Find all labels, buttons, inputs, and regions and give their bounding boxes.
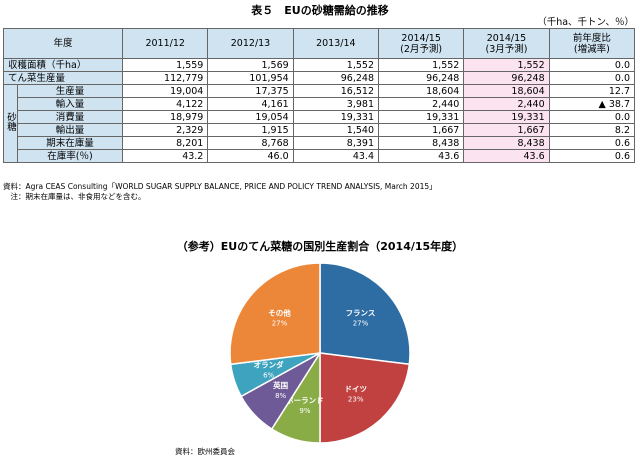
table-cell: 19,331: [292, 110, 380, 124]
pie-slice: [319, 352, 411, 444]
pie-slice: [319, 262, 411, 366]
slice-percent-label: 27%: [272, 319, 288, 327]
slice-percent-label: 23%: [348, 396, 364, 404]
table-cell: 1,667: [463, 123, 550, 137]
pie-slice: [229, 262, 321, 366]
slice-percent-label: 6%: [263, 372, 274, 380]
slice-name-label: ドイツ: [344, 385, 367, 394]
pie-chart: フランス 27% ドイツ 23% ポーランド 9% 英国 8% オランダ 6% その他 27%: [229, 262, 411, 444]
slice-percent-label: 9%: [299, 407, 310, 415]
source-note: 資料：Agra CEAS Consulting「WORLD SUGAR SUPP…: [3, 182, 437, 191]
column-header: 2014/15 (2月予測): [377, 28, 465, 59]
supply-demand-table: 年度 2011/12 2012/13 2013/14 2014/15 (2月予測…: [2, 28, 636, 163]
table-cell: 19,004: [122, 84, 209, 98]
table-row: 砂糖 生産量 19,004 17,375 16,512 18,604 18,604 12.7: [3, 84, 636, 163]
column-header: 2011/12: [122, 28, 209, 59]
table-cell: 2,440: [463, 97, 550, 111]
table-cell: 1,667: [377, 123, 465, 137]
column-header: 2012/13: [207, 28, 294, 59]
table-cell: 0.0: [548, 71, 636, 85]
table-cell: 101,954: [207, 71, 294, 85]
row-label: 在庫率(％): [16, 149, 124, 163]
table-row: 在庫率(％) 43.2 46.0 43.4 43.6 43.6 0.6: [4, 149, 636, 163]
table-cell: 3,981: [292, 97, 380, 111]
table-cell: 1,540: [292, 123, 380, 137]
table-cell: 19,331: [377, 110, 465, 124]
table-cell: 19,331: [463, 110, 550, 124]
table-row: 期末在庫量 8,201 8,768 8,391 8,438 8,438 0.6: [4, 136, 636, 150]
table-cell: 0.0: [548, 58, 636, 72]
table-cell: 96,248: [377, 71, 465, 85]
table-cell: 8,201: [122, 136, 209, 150]
table-cell: ▲ 38.7: [548, 97, 636, 111]
table-cell: 1,569: [207, 58, 294, 72]
table-cell: 46.0: [207, 149, 294, 163]
slice-name-label: オランダ: [254, 360, 284, 370]
slice-percent-label: 27%: [353, 319, 369, 327]
row-label: 輸出量: [16, 123, 124, 137]
column-header: 2014/15 (3月予測): [463, 28, 550, 59]
table-title: 表５ EUの砂糖需給の推移: [251, 4, 389, 17]
table-row: てん菜生産量 112,779 101,954 96,248 96,248 96,248 0.…: [2, 71, 636, 85]
table-cell: 96,248: [292, 71, 380, 85]
table-row: 収穫面積（千ha） 1,559 1,569 1,552 1,552 1,552 0.0: [2, 58, 636, 72]
column-header: 2013/14: [292, 28, 380, 59]
group-label-sugar: 砂糖: [3, 84, 18, 163]
table-cell: 17,375: [207, 84, 294, 98]
table-cell: 12.7: [548, 84, 636, 98]
table-cell: 16,512: [292, 84, 380, 98]
group-label-text: 砂糖: [5, 112, 16, 131]
slice-name-label: その他: [268, 307, 291, 317]
row-label: 輸入量: [16, 97, 124, 111]
table-cell: 8.2: [548, 123, 636, 137]
pie-source: 資料：欧州委員会: [175, 447, 235, 456]
table-row: 消費量 18,979 19,054 19,331 19,331 19,331 0.0: [4, 110, 636, 124]
unit-note: （千ha、千トン、％）: [537, 17, 634, 28]
table-cell: 0.6: [548, 149, 636, 163]
row-label: てん菜生産量: [2, 71, 124, 85]
table-cell: 43.2: [122, 149, 209, 163]
table-cell: 19,054: [207, 110, 294, 124]
table-cell: 43.6: [463, 149, 550, 163]
footnote: 注：期末在庫量は、非食用などを含む。: [3, 192, 146, 201]
table-cell: 2,329: [122, 123, 209, 137]
table-cell: 43.6: [377, 149, 465, 163]
table-cell: 1,552: [377, 58, 465, 72]
row-label: 消費量: [16, 110, 124, 124]
row-label: 生産量: [16, 84, 124, 98]
header-year: 年度: [2, 28, 124, 59]
table-cell: 18,604: [377, 84, 465, 98]
slice-name-label: ポーランド: [286, 395, 324, 405]
table-cell: 4,161: [207, 97, 294, 111]
table-cell: 1,552: [463, 58, 550, 72]
column-header: 前年度比 (増減率): [548, 28, 636, 59]
table-cell: 8,391: [292, 136, 380, 150]
table-cell: 8,438: [463, 136, 550, 150]
table-cell: 8,438: [377, 136, 465, 150]
row-label: 期末在庫量: [16, 136, 124, 150]
table-cell: 4,122: [122, 97, 209, 111]
row-label: 収穫面積（千ha）: [2, 58, 124, 72]
pie-title: （参考）EUのてん菜糖の国別生産割合（2014/15年度）: [176, 240, 464, 253]
table-cell: 112,779: [122, 71, 209, 85]
table-row: 輸出量 2,329 1,915 1,540 1,667 1,667 8.2: [4, 123, 636, 137]
table-cell: 0.6: [548, 136, 636, 150]
slice-name-label: 英国: [273, 380, 288, 390]
slice-percent-label: 8%: [275, 392, 286, 400]
table-cell: 2,440: [377, 97, 465, 111]
table-cell: 18,979: [122, 110, 209, 124]
table-cell: 1,915: [207, 123, 294, 137]
header-row: 年度 2011/12 2012/13 2013/14 2014/15 (2月予測…: [2, 28, 636, 59]
table-notes: 資料：Agra CEAS Consulting「WORLD SUGAR SUPP…: [3, 182, 437, 202]
table-cell: 43.4: [292, 149, 380, 163]
table-cell: 96,248: [463, 71, 550, 85]
table-cell: 1,559: [122, 58, 209, 72]
table-cell: 8,768: [207, 136, 294, 150]
table-cell: 0.0: [548, 110, 636, 124]
table-cell: 18,604: [463, 84, 550, 98]
slice-name-label: フランス: [346, 308, 376, 317]
table-cell: 1,552: [292, 58, 380, 72]
table-row: 輸入量 4,122 4,161 3,981 2,440 2,440 ▲ 38.7: [4, 97, 636, 111]
